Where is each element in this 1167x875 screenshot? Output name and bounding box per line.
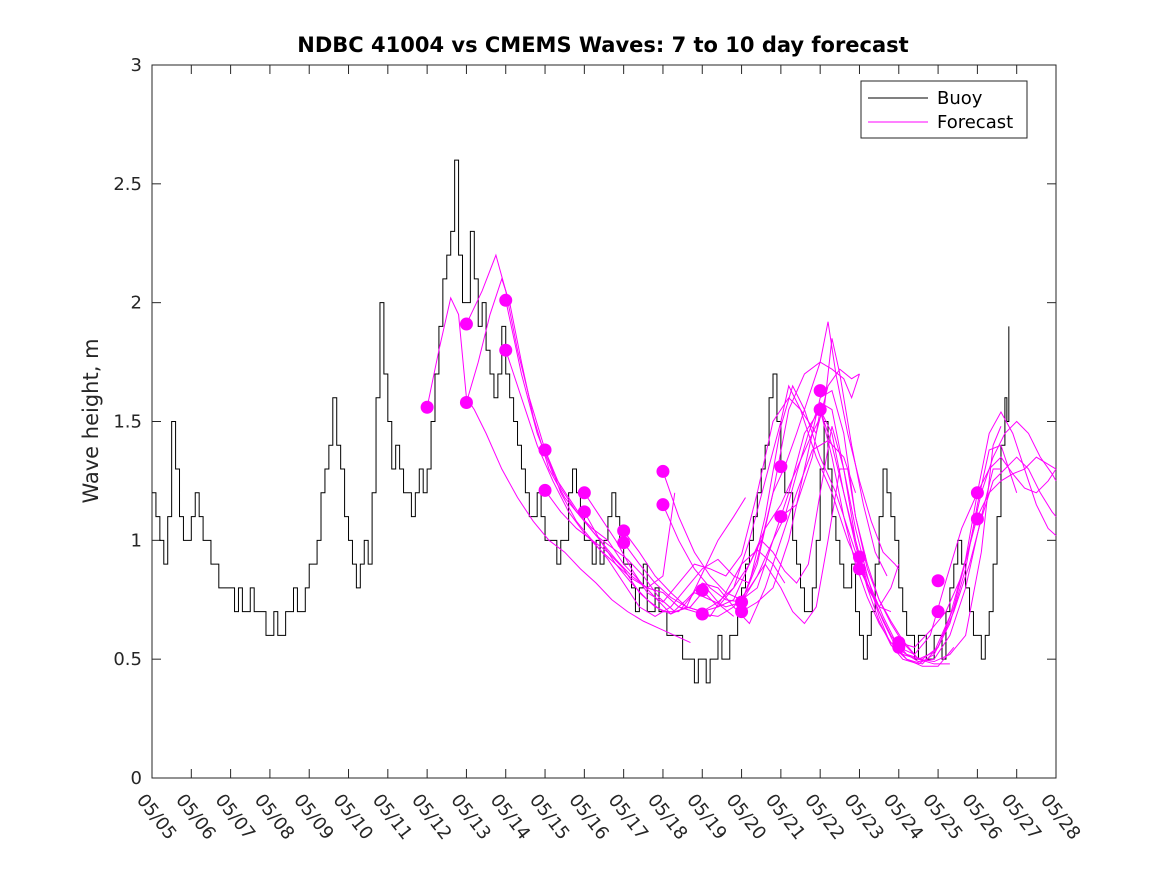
x-tick-label: 05/19 [682,790,730,844]
x-tick-label: 05/13 [446,790,494,844]
x-tick-label: 05/14 [486,790,534,844]
legend-label-buoy: Buoy [937,88,983,109]
forecast-marker [577,505,591,519]
y-tick-label: 1.5 [113,412,142,433]
forecast-marker [931,605,945,619]
series-line-forecast-9 [623,384,892,613]
forecast-marker [538,443,552,457]
forecast-marker [695,583,709,597]
forecast-marker [892,636,906,650]
series-line-forecast-4 [505,300,676,589]
forecast-marker [774,510,788,524]
forecast-marker [774,460,788,474]
forecast-marker [931,574,945,588]
forecast-marker [735,605,749,619]
forecast-marker [970,486,984,500]
forecast-marker [813,403,827,417]
x-tick-label: 05/05 [132,790,180,844]
x-tick-label: 05/27 [997,790,1045,844]
forecast-marker [617,536,631,550]
x-tick-label: 05/28 [1036,790,1084,844]
y-tick-label: 0 [131,768,142,789]
series-line-forecast-20 [859,456,1057,665]
x-tick-label: 05/18 [643,790,691,844]
forecast-marker [577,486,591,500]
chart-title: NDBC 41004 vs CMEMS Waves: 7 to 10 day f… [297,33,908,57]
series-line-forecast-7 [583,361,860,613]
series-line-forecast-21 [898,456,1057,656]
x-tick-label: 05/17 [604,790,652,844]
forecast-marker [617,524,631,538]
legend: Buoy Forecast [860,80,1028,139]
forecast-marker [459,395,473,409]
legend-box [860,80,1028,139]
y-tick-label: 0.5 [113,649,142,670]
x-tick-label: 05/20 [722,790,770,844]
forecast-marker [459,317,473,331]
forecast-marker [695,607,709,621]
forecast-marker [656,464,670,478]
series-line-forecast-0 [426,296,691,643]
series-line-forecast-5 [544,439,857,625]
x-tick-label: 05/24 [879,790,927,844]
forecast-marker [852,562,866,576]
forecast-marker [538,483,552,497]
forecast-marker [970,512,984,526]
forecast-marker [735,595,749,609]
x-tick-label: 05/23 [840,790,888,844]
x-tick-label: 05/11 [368,790,416,844]
y-tick-label: 3 [131,55,142,76]
y-axis-ticks: 0 0.5 1 1.5 2 2.5 3 [113,55,1056,789]
y-tick-label: 2 [131,293,142,314]
series-line-forecast-15 [741,389,1002,663]
x-tick-label: 05/22 [800,790,848,844]
y-tick-label: 2.5 [113,174,142,195]
x-tick-label: 05/10 [329,790,377,844]
x-tick-label: 05/12 [407,790,455,844]
forecast-markers [420,293,984,654]
forecast-marker [420,400,434,414]
forecast-marker [499,293,513,307]
series-line-forecast-14 [701,426,955,667]
series-line-forecast-11 [662,321,900,603]
plot-area [151,64,1057,779]
x-tick-label: 05/08 [250,790,298,844]
forecast-marker [852,550,866,564]
x-tick-label: 05/06 [171,790,219,844]
legend-label-forecast: Forecast [937,112,1013,133]
x-tick-label: 05/07 [211,790,259,844]
plot-frame [151,64,1057,779]
x-tick-label: 05/16 [564,790,612,844]
forecast-marker [656,498,670,512]
x-tick-label: 05/25 [918,790,966,844]
x-tick-label: 05/15 [525,790,573,844]
series-line-forecast-22 [898,456,1057,648]
y-axis-label: Wave height, m [79,338,103,503]
forecast-marker [499,343,513,357]
forecast-marker [813,384,827,398]
series-line-forecast-10 [623,338,888,613]
x-tick-label: 05/26 [957,790,1005,844]
x-tick-label: 05/09 [289,790,337,844]
y-tick-label: 1 [131,530,142,551]
x-tick-label: 05/21 [761,790,809,844]
